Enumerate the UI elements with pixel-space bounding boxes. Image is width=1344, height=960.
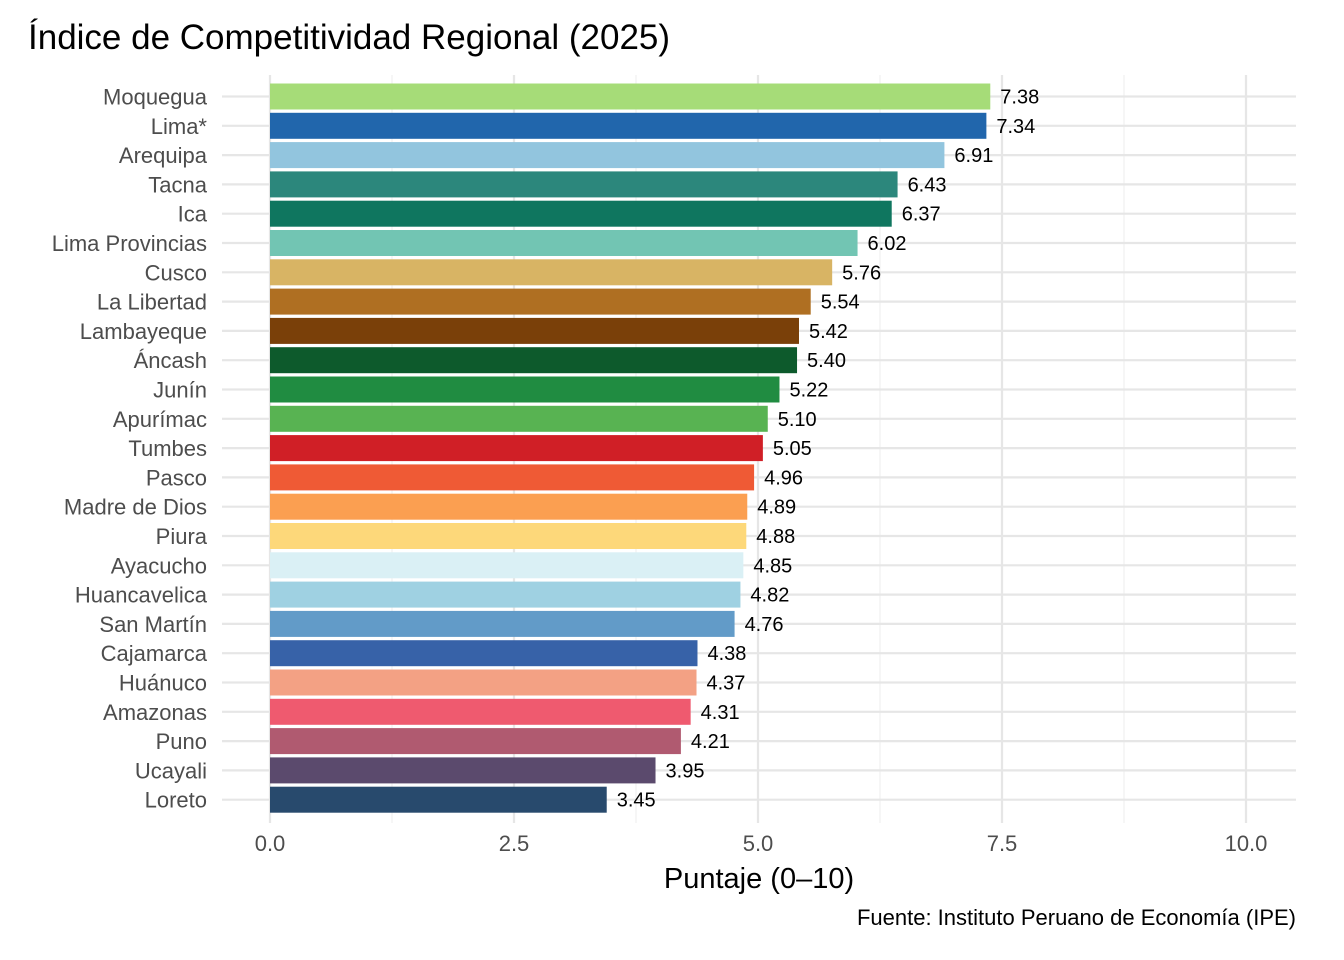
data-label: 4.37 xyxy=(707,673,746,695)
data-label: 3.95 xyxy=(666,760,705,782)
bar xyxy=(270,317,799,344)
category-label: Puno xyxy=(156,729,207,754)
bar xyxy=(270,493,748,520)
data-label: 4.82 xyxy=(750,585,789,607)
category-label: La Libertad xyxy=(97,290,207,315)
category-label: Tacna xyxy=(148,172,207,197)
bar xyxy=(270,523,747,549)
data-label: 5.76 xyxy=(842,262,881,284)
bar xyxy=(270,376,780,403)
data-label: 6.43 xyxy=(908,174,947,196)
category-label: Amazonas xyxy=(103,700,207,725)
x-axis-title: Puntaje (0–10) xyxy=(664,863,854,895)
bar xyxy=(270,230,858,256)
data-label: 6.37 xyxy=(902,204,941,226)
bar xyxy=(270,288,811,315)
bar xyxy=(270,259,833,286)
category-labels: Moquegua Lima* Arequipa Tacna Ica Lima Provin… xyxy=(52,85,208,813)
data-label: 4.21 xyxy=(691,731,730,753)
category-label: Cusco xyxy=(145,260,207,285)
category-label: Huánuco xyxy=(119,671,207,696)
category-label: Cajamarca xyxy=(101,641,208,666)
x-tick-labels: 0.0 2.5 5.0 7.5 10.0 xyxy=(255,831,1268,856)
data-label: 4.96 xyxy=(764,467,803,489)
bar xyxy=(270,200,892,227)
bar xyxy=(270,581,741,608)
chart-title: Índice de Competitividad Regional (2025) xyxy=(28,18,671,57)
data-label: 3.45 xyxy=(617,790,656,812)
bar xyxy=(270,669,697,696)
data-label: 5.54 xyxy=(821,292,860,314)
data-label: 6.91 xyxy=(954,145,993,167)
x-tick-label: 2.5 xyxy=(499,831,530,856)
data-label: 4.38 xyxy=(707,643,746,665)
category-label: San Martín xyxy=(99,612,207,637)
bar xyxy=(270,347,798,374)
bar xyxy=(270,142,945,169)
bar xyxy=(270,610,735,637)
data-label: 4.31 xyxy=(701,702,740,724)
category-label: Junín xyxy=(153,378,207,403)
x-tick-label: 7.5 xyxy=(987,831,1018,856)
bar xyxy=(270,464,755,491)
category-label: Huancavelica xyxy=(75,583,208,608)
category-label: Ucayali xyxy=(135,758,207,783)
bar xyxy=(270,552,744,579)
data-label: 6.02 xyxy=(868,233,907,255)
category-label: Ayacucho xyxy=(111,553,207,578)
category-label: Áncash xyxy=(134,348,207,373)
data-label: 5.22 xyxy=(789,380,828,402)
data-label: 4.85 xyxy=(753,555,792,577)
data-label: 4.76 xyxy=(745,614,784,636)
category-label: Arequipa xyxy=(119,143,208,168)
bar xyxy=(270,171,898,198)
bar xyxy=(270,83,991,110)
category-label: Loreto xyxy=(145,788,207,813)
x-tick-label: 0.0 xyxy=(255,831,286,856)
data-label: 5.40 xyxy=(807,350,846,372)
category-label: Lambayeque xyxy=(80,319,207,344)
bar xyxy=(270,786,607,813)
bar xyxy=(270,728,681,755)
bar xyxy=(270,698,691,725)
category-label: Lima Provincias xyxy=(52,231,207,256)
data-label: 5.05 xyxy=(773,438,812,460)
data-label: 5.42 xyxy=(809,321,848,343)
bar xyxy=(270,112,987,139)
category-label: Apurímac xyxy=(113,407,207,432)
data-label: 4.89 xyxy=(757,497,796,519)
bars xyxy=(270,83,991,813)
data-label: 7.38 xyxy=(1000,87,1039,109)
bar xyxy=(270,405,768,432)
bar xyxy=(270,640,698,667)
category-label: Madre de Dios xyxy=(64,495,207,520)
data-label: 7.34 xyxy=(996,116,1035,138)
category-label: Lima* xyxy=(151,114,208,139)
bar xyxy=(270,757,656,784)
x-tick-label: 10.0 xyxy=(1225,831,1268,856)
category-label: Tumbes xyxy=(128,436,207,461)
chart-caption: Fuente: Instituto Peruano de Economía (I… xyxy=(856,905,1296,930)
category-label: Ica xyxy=(178,202,208,227)
category-label: Pasco xyxy=(146,465,207,490)
x-tick-label: 5.0 xyxy=(743,831,774,856)
data-label: 4.88 xyxy=(756,526,795,548)
category-label: Moquegua xyxy=(103,85,208,110)
data-label: 5.10 xyxy=(778,409,817,431)
category-label: Piura xyxy=(156,524,208,549)
bar xyxy=(270,435,763,462)
value-labels: 7.38 7.346.91 6.43 6.37 6.02 5.76 5.54 5.42 5.40… xyxy=(617,87,1040,812)
